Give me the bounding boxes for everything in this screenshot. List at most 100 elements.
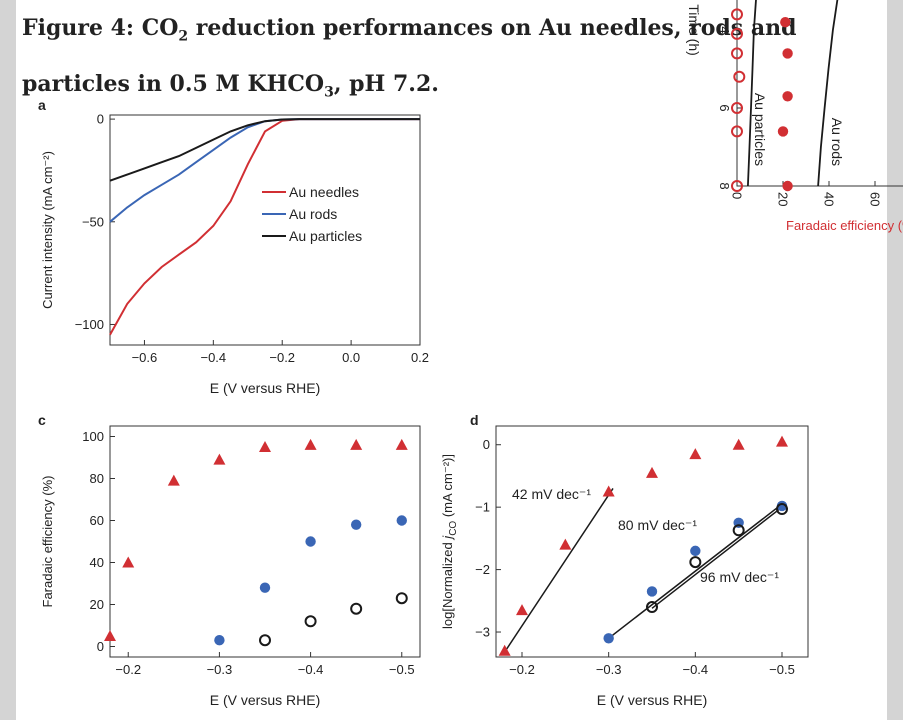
panel-d-slope-label: 80 mV dec⁻¹ xyxy=(618,517,697,533)
panel-d-letter: d xyxy=(470,412,479,428)
panel-b-fe-point xyxy=(731,180,743,192)
panel-c-ytick-label: 60 xyxy=(90,513,104,528)
panel-a-line-au-needles xyxy=(109,118,420,336)
panel-c-point-au-needles xyxy=(213,453,226,465)
panel-c-point-au-needles xyxy=(259,441,271,452)
caption-co2-subscript: 2 xyxy=(178,28,189,45)
caption-tail: , pH 7.2. xyxy=(333,71,439,98)
panel-c-point-au-rods xyxy=(305,536,316,547)
panel-c-letter: c xyxy=(38,412,46,428)
panel-d-point-au-needles xyxy=(559,538,572,550)
panel-c-point-au-rods xyxy=(214,635,225,646)
panel-c: −0.2 −0.3 −0.4 −0.5 0 20 40 60 80 100 c E (V versus… xyxy=(38,412,421,708)
panel-d-point-au-particles xyxy=(689,556,702,569)
panel-b-fe-point xyxy=(733,70,746,83)
panel-c-point-au-needles xyxy=(304,438,317,450)
panel-b: 024680.1110020406080100b−0.35 V versus R… xyxy=(686,0,903,233)
panel-b-fe-point xyxy=(777,126,789,137)
panel-d-point-au-rods xyxy=(776,500,788,512)
panel-d: −0.2 −0.3 −0.4 −0.5 0 −1 −2 −3 d 42 mV dec⁻¹ 80 mV… xyxy=(440,412,809,708)
panel-d-point-au-rods xyxy=(690,545,701,557)
panel-b-current-au-particles xyxy=(747,0,800,187)
panel-c-ytick-label: 100 xyxy=(82,429,104,444)
panel-a-ytick-label: −100 xyxy=(75,317,104,332)
panel-a-legend-label: Au particles xyxy=(289,228,362,244)
panel-b-series-label: Au rods xyxy=(829,118,845,166)
panel-d-ylabel-sub: CO xyxy=(448,521,459,536)
panel-c-point-au-rods xyxy=(259,582,271,593)
panel-d-point-au-particles xyxy=(732,524,745,537)
panel-a-xtick-label: 0.2 xyxy=(411,350,429,365)
panel-d-point-au-needles xyxy=(689,448,702,460)
caption-middle: reduction performances on Au needles, ro… xyxy=(22,15,797,98)
panel-a-xlabel: E (V versus RHE) xyxy=(210,380,320,396)
panel-c-point-au-rods xyxy=(396,515,407,526)
panel-d-point-au-needles xyxy=(732,438,745,450)
panel-c-point-au-particles xyxy=(304,615,317,628)
panel-d-point-au-particles xyxy=(776,503,788,516)
panel-c-point-au-needles xyxy=(395,438,408,450)
panel-b-fe-point xyxy=(731,125,743,138)
panel-b-y2tick-label: 0 xyxy=(730,192,745,199)
panel-b-fe-point xyxy=(731,47,743,60)
panel-c-point-au-needles xyxy=(104,630,116,641)
panel-d-needles-fit xyxy=(504,488,614,653)
panel-a-ytick-label: 0 xyxy=(97,112,104,127)
panel-c-point-au-needles xyxy=(122,556,135,568)
panel-d-point-au-needles xyxy=(602,485,615,497)
panel-b-xtick-label: 4 xyxy=(717,26,732,33)
panel-d-xtick-label: −0.3 xyxy=(596,662,622,677)
panel-a-xtick-label: −0.4 xyxy=(200,350,226,365)
panel-c-frame xyxy=(109,425,421,658)
panel-c-ylabel: Faradaic efficiency (%) xyxy=(40,476,55,608)
panel-d-xtick-label: −0.4 xyxy=(682,662,708,677)
panel-d-point-au-needles xyxy=(776,435,788,447)
panel-a-legend-label: Au rods xyxy=(289,206,337,222)
panel-c-ytick-label: 20 xyxy=(90,597,104,612)
panel-a-letter: a xyxy=(38,97,46,113)
panel-c-xtick-label: −0.2 xyxy=(115,662,141,677)
panel-d-point-au-needles xyxy=(498,644,511,656)
panel-d-slope-label: 96 mV dec⁻¹ xyxy=(700,569,779,585)
panel-a-xtick-label: −0.2 xyxy=(269,350,295,365)
panel-b-fe-point xyxy=(782,91,793,102)
panel-c-ytick-label: 40 xyxy=(90,555,104,570)
panel-c-point-au-needles xyxy=(167,474,180,486)
caption-lead: Figure 4: CO xyxy=(22,15,179,41)
panel-b-current-au-rods xyxy=(817,0,859,187)
panel-b-xtick-label: 8 xyxy=(717,182,732,189)
panel-a-xtick-label: 0.0 xyxy=(342,350,360,365)
caption-khco3-subscript: 3 xyxy=(324,84,334,101)
panel-d-ylabel: log[Normalized jCO (mA cm⁻²)] xyxy=(440,454,459,629)
panel-d-xlabel: E (V versus RHE) xyxy=(597,692,707,708)
panel-d-point-au-particles xyxy=(646,601,658,614)
panel-d-rods-fit xyxy=(608,503,783,639)
panel-c-xlabel: E (V versus RHE) xyxy=(210,692,320,708)
panel-b-fe-point xyxy=(731,102,743,114)
panel-d-ylabel-j: j xyxy=(440,535,455,541)
panel-d-point-au-needles xyxy=(516,604,528,616)
panel-d-ylabel-main: log[Normalized xyxy=(440,539,455,629)
panel-b-fe-point xyxy=(782,180,793,192)
panel-d-xtick-label: −0.2 xyxy=(509,662,535,677)
panel-c-xtick-label: −0.5 xyxy=(389,662,415,677)
panel-b-fe-point xyxy=(782,48,793,59)
panel-b-series-label: Au particles xyxy=(752,93,768,166)
panel-d-point-au-needles xyxy=(646,466,658,478)
panel-b-fe-point xyxy=(731,27,743,40)
panel-b-fe-point xyxy=(731,8,743,21)
panel-a: −0.6 −0.4 −0.2 0.0 0.2 0 −50 −100 a Au needles Au … xyxy=(38,97,429,396)
panel-c-point-au-needles xyxy=(350,438,363,450)
panel-a-xtick-label: −0.6 xyxy=(132,350,158,365)
panel-d-particles-fit xyxy=(651,506,783,609)
panel-b-y2tick-label: 60 xyxy=(868,192,883,206)
figure-card xyxy=(16,0,887,720)
panel-d-ytick-label: −2 xyxy=(475,562,490,577)
panel-c-ytick-label: 80 xyxy=(90,471,104,486)
panel-a-frame xyxy=(109,114,421,346)
panel-a-line-au-rods xyxy=(109,118,420,223)
panel-a-legend-label: Au needles xyxy=(289,184,359,200)
panel-c-point-au-particles xyxy=(259,634,271,647)
panel-b-xlabel: Time (h) xyxy=(686,4,702,56)
panel-d-ytick-label: −3 xyxy=(475,625,490,640)
